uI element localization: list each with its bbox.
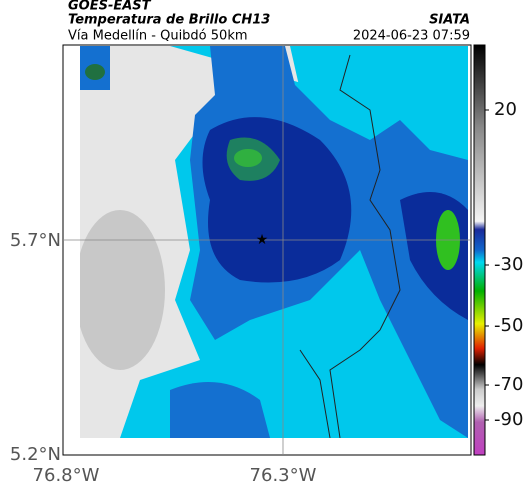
location: Vía Medellín - Quibdó 50km bbox=[68, 29, 248, 44]
timestamp: 2024-06-23 07:59 bbox=[353, 29, 470, 44]
colorbar-tick: -90 bbox=[494, 409, 523, 430]
lon-tick: 76.8°W bbox=[33, 465, 100, 486]
header: GOES-EAST Temperatura de Brillo CH13 Vía… bbox=[68, 0, 470, 44]
colorbar-tick: -30 bbox=[494, 254, 523, 275]
colorbar-tick: 20 bbox=[494, 99, 517, 120]
colorbar: 20 -30 -50 -70 -90 bbox=[473, 44, 523, 456]
title: GOES-EAST bbox=[68, 0, 152, 14]
axis-labels: 5.7°N 5.2°N 76.8°W 76.3°W bbox=[10, 230, 317, 486]
lon-tick: 76.3°W bbox=[250, 465, 317, 486]
map-frame: ★ bbox=[62, 44, 472, 456]
subtitle: Temperatura de Brillo CH13 bbox=[68, 13, 270, 28]
lat-tick: 5.2°N bbox=[10, 444, 61, 465]
colorbar-tick: -70 bbox=[494, 374, 523, 395]
colorbar-tick: -50 bbox=[494, 315, 523, 336]
lat-tick: 5.7°N bbox=[10, 230, 61, 251]
svg-text:★: ★ bbox=[256, 232, 269, 248]
source: SIATA bbox=[429, 13, 470, 28]
satellite-image bbox=[80, 46, 468, 438]
